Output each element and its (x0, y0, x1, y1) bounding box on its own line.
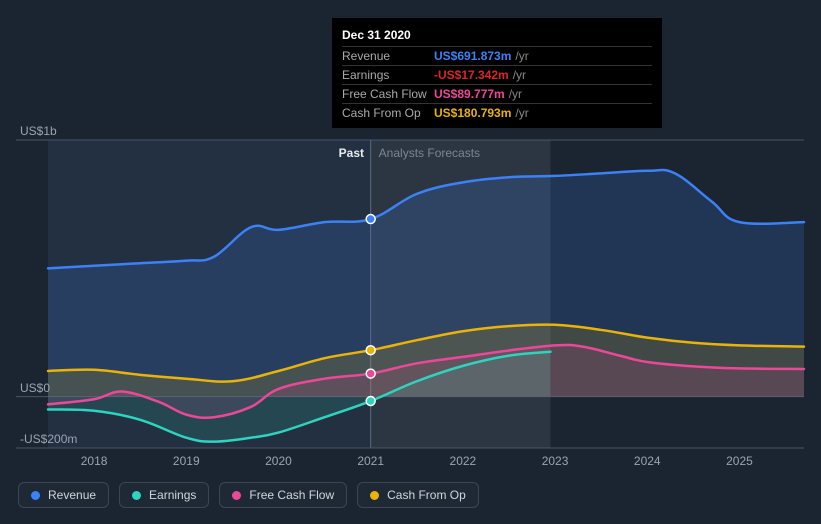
tooltip-metric-value: US$89.777m (434, 87, 505, 101)
legend-label: Earnings (149, 488, 196, 502)
legend-dot-icon (232, 491, 241, 500)
tooltip-metric-label: Earnings (342, 68, 434, 82)
forecast-label: Analysts Forecasts (379, 146, 480, 160)
x-tick-label: 2022 (450, 454, 477, 468)
y-tick-label: US$1b (20, 124, 57, 138)
x-tick-label: 2021 (357, 454, 384, 468)
x-tick-label: 2020 (265, 454, 292, 468)
x-tick-label: 2025 (726, 454, 753, 468)
x-tick-label: 2018 (81, 454, 108, 468)
tooltip-row: RevenueUS$691.873m/yr (342, 46, 652, 65)
legend-item[interactable]: Free Cash Flow (219, 482, 347, 508)
tooltip-metric-label: Cash From Op (342, 106, 434, 120)
tooltip-metric-unit: /yr (509, 87, 522, 101)
tooltip-metric-value: US$180.793m (434, 106, 511, 120)
tooltip-row: Cash From OpUS$180.793m/yr (342, 103, 652, 122)
legend-dot-icon (370, 491, 379, 500)
tooltip-metric-label: Revenue (342, 49, 434, 63)
legend-item[interactable]: Cash From Op (357, 482, 479, 508)
financial-chart: US$1b US$0 -US$200m Past Analysts Forecast… (0, 0, 821, 524)
legend-item[interactable]: Revenue (18, 482, 109, 508)
tooltip-metric-unit: /yr (515, 106, 528, 120)
legend-label: Revenue (48, 488, 96, 502)
tooltip-row: Earnings-US$17.342m/yr (342, 65, 652, 84)
tooltip-date: Dec 31 2020 (342, 24, 652, 46)
hover-tooltip: Dec 31 2020 RevenueUS$691.873m/yrEarning… (332, 18, 662, 128)
tooltip-metric-unit: /yr (515, 49, 528, 63)
y-tick-label: US$0 (20, 381, 50, 395)
x-tick-label: 2024 (634, 454, 661, 468)
legend-dot-icon (31, 491, 40, 500)
tooltip-row: Free Cash FlowUS$89.777m/yr (342, 84, 652, 103)
legend-label: Free Cash Flow (249, 488, 334, 502)
past-label: Past (339, 146, 364, 160)
tooltip-metric-value: -US$17.342m (434, 68, 509, 82)
legend-item[interactable]: Earnings (119, 482, 209, 508)
legend-dot-icon (132, 491, 141, 500)
x-tick-label: 2019 (173, 454, 200, 468)
x-tick-label: 2023 (542, 454, 569, 468)
tooltip-metric-label: Free Cash Flow (342, 87, 434, 101)
chart-legend: Revenue Earnings Free Cash Flow Cash From O… (18, 482, 479, 508)
legend-label: Cash From Op (387, 488, 466, 502)
tooltip-metric-unit: /yr (513, 68, 526, 82)
y-tick-label: -US$200m (20, 432, 77, 446)
tooltip-metric-value: US$691.873m (434, 49, 511, 63)
